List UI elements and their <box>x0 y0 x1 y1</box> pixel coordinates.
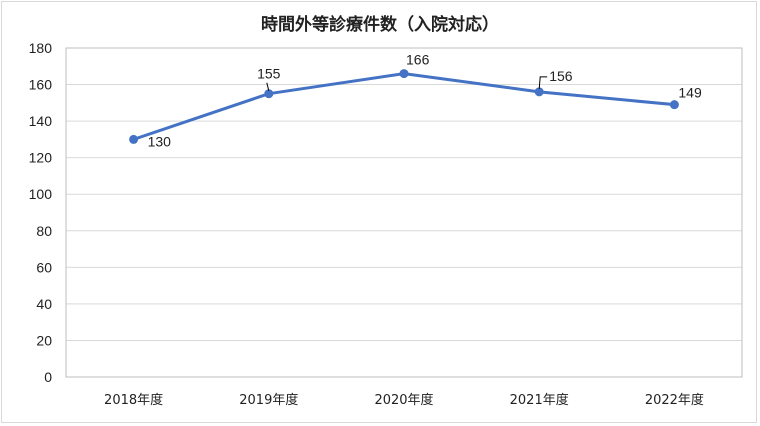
data-label-leader <box>266 82 270 91</box>
y-tick-label: 180 <box>29 40 53 56</box>
x-tick-label: 2021年度 <box>510 392 569 408</box>
gridlines <box>65 47 743 378</box>
data-point <box>669 100 679 110</box>
data-point <box>129 134 139 144</box>
chart-title: 時間外等診療件数（入院対応） <box>261 15 499 35</box>
y-tick-label: 140 <box>29 113 53 129</box>
data-label: 155 <box>257 66 281 82</box>
y-tick-label: 80 <box>36 223 52 239</box>
y-tick-label: 20 <box>36 332 52 348</box>
series-line <box>132 72 676 141</box>
data-point <box>264 89 274 99</box>
data-label-leader <box>538 76 548 89</box>
y-tick-label: 100 <box>29 186 53 202</box>
x-tick-label: 2018年度 <box>104 392 163 408</box>
x-tick-label: 2020年度 <box>374 392 433 408</box>
axes: 0 20 40 60 80 100 120 140 160 180 2018年度 2019年度 2020… <box>29 40 742 408</box>
series <box>129 69 679 144</box>
data-point <box>534 87 544 97</box>
x-tick-label: 2019年度 <box>239 392 298 408</box>
data-label: 149 <box>678 85 702 101</box>
y-tick-label: 40 <box>36 296 52 312</box>
plot-area-border <box>65 47 743 378</box>
labels: 130 155 166 156 149 <box>148 52 702 150</box>
x-tick-label: 2022年度 <box>645 392 704 408</box>
y-tick-label: 160 <box>29 77 53 93</box>
data-label: 156 <box>549 68 573 84</box>
data-label: 130 <box>148 133 172 149</box>
y-tick-label: 120 <box>29 150 53 166</box>
data-label: 166 <box>406 52 430 68</box>
y-tick-label: 60 <box>36 259 52 275</box>
data-point <box>399 69 409 79</box>
y-tick-label: 0 <box>44 369 52 385</box>
